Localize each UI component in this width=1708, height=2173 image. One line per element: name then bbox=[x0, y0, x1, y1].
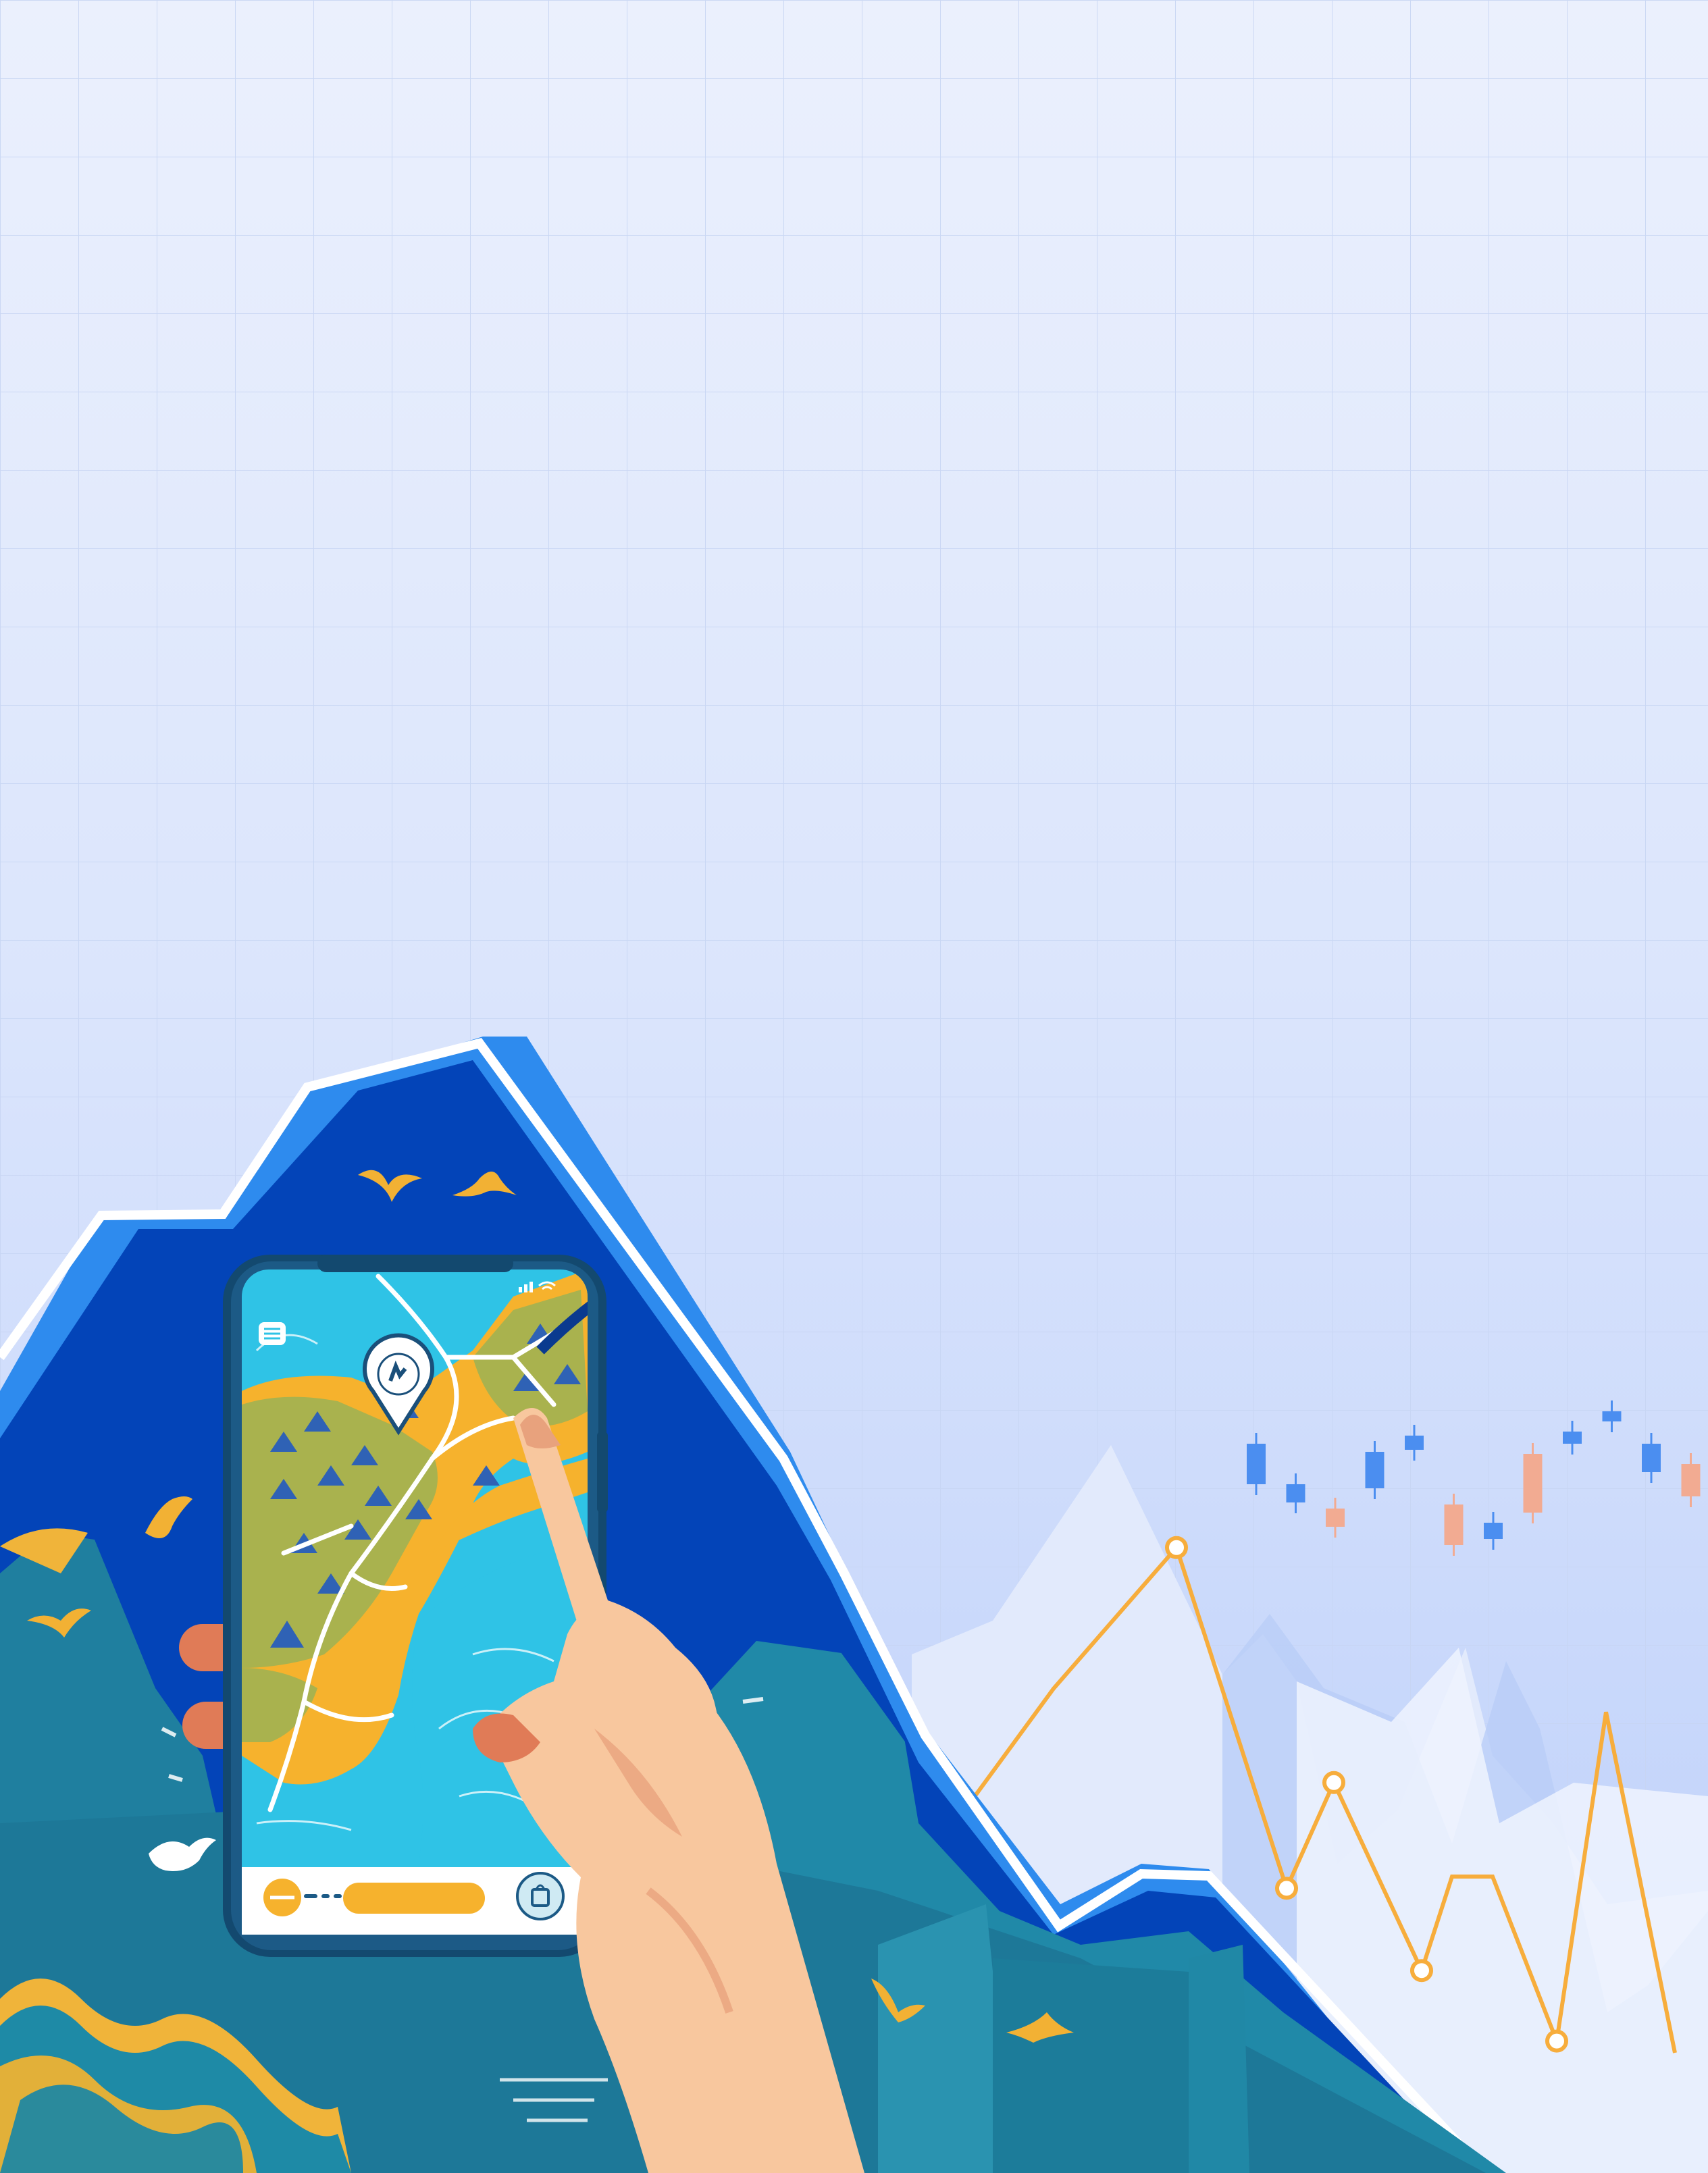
chart-point bbox=[1322, 1771, 1345, 1794]
candle-body bbox=[1286, 1484, 1305, 1502]
location-pin-icon[interactable] bbox=[363, 1277, 434, 1436]
candle-body bbox=[1405, 1436, 1424, 1450]
bottom-nav-bar bbox=[242, 1867, 588, 1935]
candle-body bbox=[1444, 1504, 1464, 1545]
decorative-chart bbox=[957, 1400, 1701, 2053]
map-screen[interactable] bbox=[242, 1269, 594, 1931]
bird-icon bbox=[27, 1170, 1074, 2043]
candle-body bbox=[1326, 1509, 1345, 1527]
mountain-white-line bbox=[0, 1038, 1490, 2173]
candle-body bbox=[1681, 1464, 1701, 1496]
bird-icon bbox=[149, 1837, 216, 1871]
candle-body bbox=[1642, 1444, 1661, 1472]
smartphone bbox=[223, 1255, 608, 1957]
menu-icon[interactable] bbox=[259, 1322, 286, 1345]
shopping-bag-icon[interactable] bbox=[516, 1872, 565, 1920]
search-input[interactable] bbox=[343, 1883, 485, 1914]
hand bbox=[473, 1408, 864, 2173]
chart-point bbox=[1275, 1877, 1298, 1900]
candle-body bbox=[1484, 1523, 1503, 1539]
chart-point bbox=[1165, 1536, 1188, 1559]
chart-point bbox=[1410, 1959, 1433, 1983]
chart-point bbox=[1545, 2029, 1568, 2053]
wifi-icon bbox=[538, 1281, 556, 1290]
phone-notch bbox=[317, 1255, 513, 1272]
candle-body bbox=[1602, 1411, 1622, 1421]
candle-body bbox=[1523, 1454, 1543, 1513]
candle-body bbox=[1563, 1432, 1582, 1444]
signal-icon bbox=[519, 1282, 533, 1292]
candle-body bbox=[1247, 1444, 1266, 1484]
candle-body bbox=[1365, 1452, 1384, 1488]
